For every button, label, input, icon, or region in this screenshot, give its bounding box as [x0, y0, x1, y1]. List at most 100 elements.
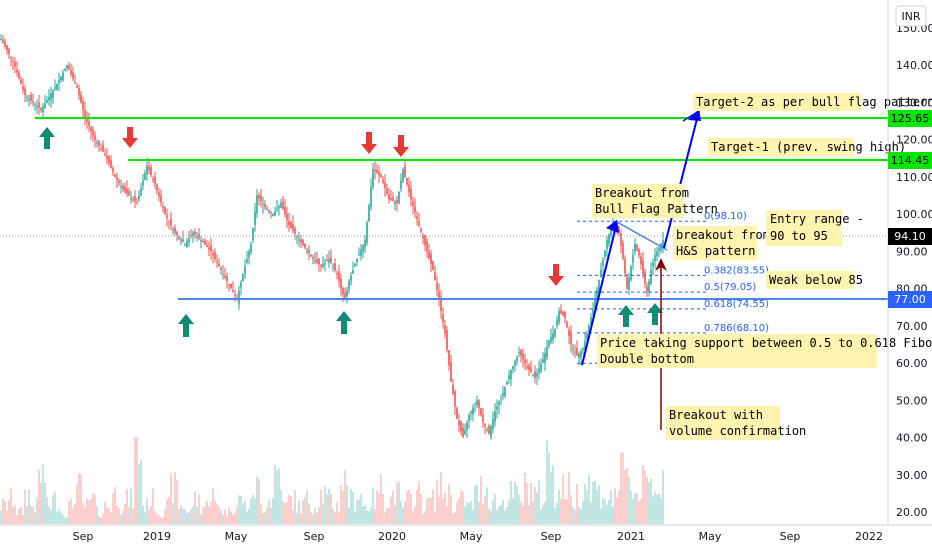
volume-bar [492, 499, 494, 524]
candle-body [364, 240, 366, 247]
weak-below-note[interactable]: Weak below 85 [766, 271, 863, 289]
volume-bar [534, 486, 536, 524]
candle-body [630, 266, 632, 281]
candle-body [438, 291, 440, 300]
volume-bar [40, 482, 42, 524]
volume-bar [478, 501, 480, 524]
volume-bar [240, 496, 242, 524]
candle-body [112, 168, 114, 173]
volume-bar [166, 499, 168, 524]
price-tick-label: 50.00 [896, 394, 928, 407]
volume-bar [196, 506, 198, 524]
bull-flag-note[interactable]: Breakout from Bull Flag Pattern [592, 184, 718, 218]
currency-badge[interactable]: INR [895, 5, 927, 27]
flag-pole-line[interactable] [581, 221, 618, 366]
candle-body [382, 179, 384, 183]
candle-body [550, 337, 552, 343]
flag-top-line[interactable] [616, 221, 668, 251]
volume-bar [178, 509, 180, 524]
candle-body [656, 251, 658, 257]
candle-body [314, 260, 316, 262]
volume-bar [46, 497, 48, 524]
volume-bar [56, 511, 58, 524]
volume-bar [520, 502, 522, 524]
time-tick-label: 2019 [143, 530, 171, 543]
candle-body [182, 239, 184, 242]
candle-body [154, 177, 156, 185]
volume-bar [230, 511, 232, 524]
volume-bar [6, 510, 8, 524]
candle-body [22, 85, 24, 90]
candle-body [100, 148, 102, 150]
target-1-note[interactable]: Target-1 (prev. swing high) [708, 138, 906, 156]
volume-bar [76, 484, 78, 524]
candle-body [48, 96, 50, 101]
candle-body [358, 254, 360, 256]
entry-range-note[interactable]: Entry range - 90 to 95 [766, 210, 864, 246]
volume-bar [292, 510, 294, 524]
volume-bar [212, 488, 214, 524]
volume-bar [636, 493, 638, 524]
volume-bar [602, 497, 604, 524]
volume-bar [380, 474, 382, 524]
volume-bar [638, 501, 640, 524]
volume-bar [430, 498, 432, 524]
volume-arrowhead-icon [655, 258, 667, 271]
volume-bar [80, 473, 82, 524]
target-2-projection-line[interactable] [663, 110, 700, 249]
target-2-note[interactable]: Target-2 as per bull flag pattern [693, 93, 932, 111]
candle-body [446, 330, 448, 350]
volume-bar [396, 482, 398, 524]
candle-body [328, 258, 330, 263]
volume-bar [280, 490, 282, 524]
candle-body [480, 407, 482, 416]
volume-bar [194, 491, 196, 524]
candle-body [596, 289, 598, 301]
candle-body [326, 260, 328, 262]
candle-body [560, 310, 562, 314]
volume-bar [350, 489, 352, 524]
candle-body [652, 262, 654, 267]
hs-pattern-note[interactable]: breakout from H&S pattern [673, 226, 770, 260]
candle-body [606, 240, 608, 249]
candle-body [360, 249, 362, 256]
candle-body [180, 239, 182, 241]
fibo-support-note[interactable]: Price taking support between 0.5 to 0.61… [597, 334, 932, 368]
volume-bar [266, 508, 268, 524]
candle-body [602, 260, 604, 267]
volume-breakout-note[interactable]: Breakout with volume confirmation [666, 406, 806, 440]
volume-bar [592, 481, 594, 524]
volume-bar [278, 468, 280, 524]
candle-body [76, 85, 78, 88]
volume-bar [402, 507, 404, 524]
volume-bar [20, 506, 22, 524]
candle-body [124, 186, 126, 192]
current-price-label: 94.10 [888, 228, 932, 245]
candle-body [44, 103, 46, 109]
price-axis[interactable]: 20.0030.0040.0050.0060.0070.0080.0090.00… [896, 22, 932, 519]
candle-body [42, 106, 44, 113]
candle-body [650, 270, 652, 285]
candle-body [452, 384, 454, 395]
volume-bar [642, 465, 644, 524]
candle-body [20, 79, 22, 84]
volume-bar [646, 476, 648, 524]
volume-bar [82, 502, 84, 524]
volume-bar [44, 482, 46, 524]
candle-body [90, 126, 92, 131]
candle-body [54, 87, 56, 90]
hs-pattern-note-line-1: breakout from [676, 228, 770, 242]
time-axis[interactable]: Sep 2019 May Sep 2020 May Sep 2021 May Sep 2022 [73, 530, 883, 543]
volume-bar [408, 489, 410, 524]
volume-bar [214, 500, 216, 524]
candle-body [406, 178, 408, 185]
volume-bar [614, 488, 616, 524]
volume-bar [464, 506, 466, 524]
volume-bar [160, 516, 162, 524]
volume-bar [192, 505, 194, 524]
volume-bar [394, 505, 396, 524]
candle-body [284, 206, 286, 215]
volume-bar [64, 517, 66, 524]
candle-body [264, 204, 266, 207]
